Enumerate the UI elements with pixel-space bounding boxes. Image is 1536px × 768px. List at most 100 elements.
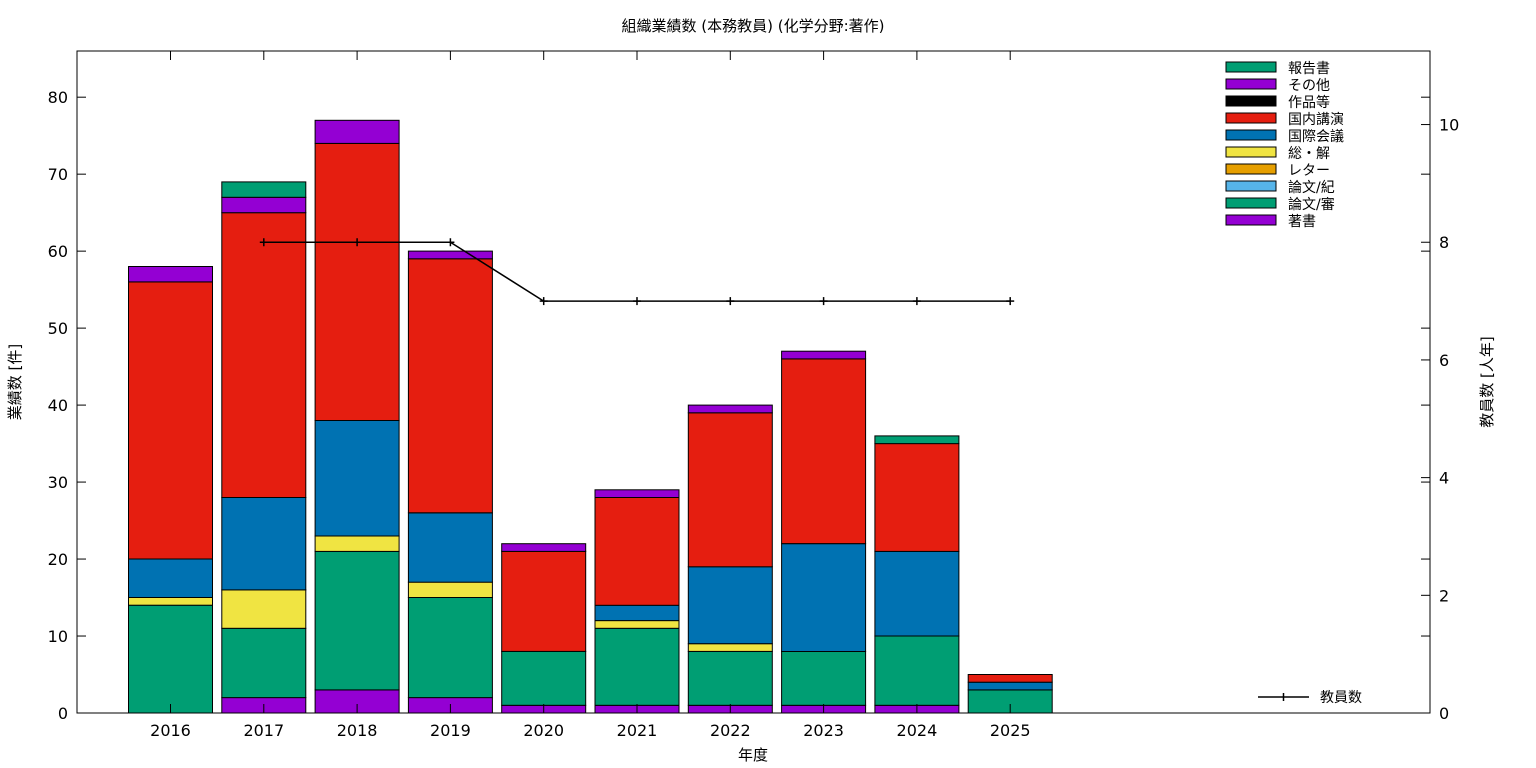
- legend-label: 論文/紀: [1288, 180, 1335, 196]
- x-tick-label: 2018: [337, 721, 378, 740]
- bar-segment: [687, 650, 773, 706]
- x-tick-label: 2021: [617, 721, 658, 740]
- chart-title: 組織業績数 (本務教員) (化学分野:著作): [622, 17, 885, 35]
- legend-label: その他: [1288, 78, 1330, 94]
- legend-swatch: [1225, 129, 1277, 141]
- legend-label: 国内講演: [1288, 112, 1344, 128]
- legend-label: 作品等: [1288, 94, 1330, 111]
- bar-segment: [781, 358, 867, 545]
- bar-segment: [407, 597, 493, 699]
- line-point: [259, 238, 268, 247]
- bar-segment: [967, 681, 1053, 691]
- bar-segment: [687, 643, 773, 652]
- bar-segment: [874, 550, 960, 637]
- bar-segment: [687, 566, 773, 645]
- bar-segment: [128, 281, 213, 560]
- legend-swatch: [1225, 214, 1277, 226]
- x-tick-label: 2019: [430, 721, 471, 740]
- x-tick-label: 2025: [990, 721, 1031, 740]
- line-point: [539, 297, 548, 306]
- bar-segment: [407, 258, 493, 514]
- legend-swatch: [1225, 95, 1277, 107]
- bar-segment: [501, 543, 587, 552]
- line-point: [726, 297, 735, 306]
- bar-segment: [594, 620, 680, 629]
- bar-segment: [407, 581, 493, 598]
- bar-segment: [407, 512, 493, 583]
- bar-segment: [967, 674, 1053, 683]
- legend-swatch: [1225, 112, 1277, 124]
- legend-label: 著書: [1288, 214, 1316, 230]
- bar-segment: [221, 196, 307, 214]
- legend-label: 報告書: [1288, 61, 1330, 77]
- bar-segment: [594, 627, 680, 706]
- x-tick-label: 2024: [897, 721, 938, 740]
- bar-segment: [128, 597, 213, 606]
- legend-label: レター: [1288, 163, 1330, 179]
- bar-segment: [781, 543, 867, 653]
- bar-segment: [314, 142, 400, 421]
- bar-segment: [594, 604, 680, 622]
- y-tick-label: 40: [48, 396, 68, 415]
- line-legend-label: 教員数: [1320, 690, 1362, 706]
- bar-segment: [128, 266, 213, 283]
- y2-tick-label: 8: [1439, 233, 1449, 252]
- bar-segment: [594, 497, 680, 606]
- bar-segment: [594, 489, 680, 498]
- y-tick-label: 60: [48, 242, 68, 261]
- bar-segment: [781, 350, 867, 360]
- bar-segment: [687, 412, 773, 568]
- bar-segment: [221, 181, 307, 198]
- bar-segment: [221, 497, 307, 591]
- legend-swatch: [1225, 61, 1277, 73]
- line-point: [819, 297, 828, 306]
- line-point: [353, 238, 362, 247]
- x-tick-label: 2017: [243, 721, 284, 740]
- line-point: [1006, 297, 1015, 306]
- bar-segment: [874, 443, 960, 552]
- line-point: [633, 297, 641, 306]
- line-point: [912, 297, 921, 306]
- legend-swatch: [1225, 163, 1277, 175]
- y2-tick-label: 10: [1439, 116, 1459, 135]
- x-tick-label: 2022: [710, 721, 751, 740]
- bar-segment: [314, 535, 400, 552]
- y-tick-label: 80: [48, 88, 68, 107]
- y2-tick-label: 2: [1439, 586, 1449, 605]
- plot-frame: [76, 50, 1431, 714]
- legend-swatch: [1225, 180, 1277, 192]
- bar-segment: [501, 650, 587, 706]
- legend-label: 論文/審: [1288, 197, 1335, 213]
- y2-tick-label: 6: [1439, 351, 1449, 370]
- bar-segment: [874, 435, 960, 445]
- bar-segment: [314, 119, 400, 144]
- x-tick-label: 2016: [150, 721, 191, 740]
- bar-segment: [128, 604, 213, 714]
- x-axis-title: 年度: [738, 746, 768, 764]
- legend-swatch: [1225, 78, 1277, 90]
- legend-swatch: [1225, 146, 1277, 158]
- bar-segment: [221, 627, 307, 699]
- bar-segment: [221, 589, 307, 629]
- y-tick-label: 10: [48, 627, 68, 646]
- plot-area: 0 10 20 30 40 50 60 70 80 0 2 4 6 8 10 2016 2017 2018 2019…: [48, 50, 1459, 740]
- legend-label: 総・解: [1288, 146, 1330, 162]
- bar-segment: [407, 250, 493, 260]
- y-tick-label: 0: [58, 704, 68, 723]
- x-tick-label: 2023: [803, 721, 844, 740]
- legend-swatch: [1225, 197, 1277, 209]
- y-axis-title: 業績数 [件]: [6, 344, 24, 420]
- y-tick-label: 50: [48, 319, 68, 338]
- bar-segment: [314, 550, 400, 691]
- bar-segment: [501, 550, 587, 652]
- bar-segment: [314, 420, 400, 537]
- bar-segment: [128, 558, 213, 598]
- legend-label: 国際会議: [1288, 128, 1344, 145]
- y2-axis-title: 教員数 [人年]: [1478, 336, 1496, 427]
- bar-segment: [687, 404, 773, 414]
- y-tick-label: 30: [48, 473, 68, 492]
- bar-segment: [221, 212, 307, 498]
- bar-segment: [781, 650, 867, 706]
- bar-segment: [874, 635, 960, 706]
